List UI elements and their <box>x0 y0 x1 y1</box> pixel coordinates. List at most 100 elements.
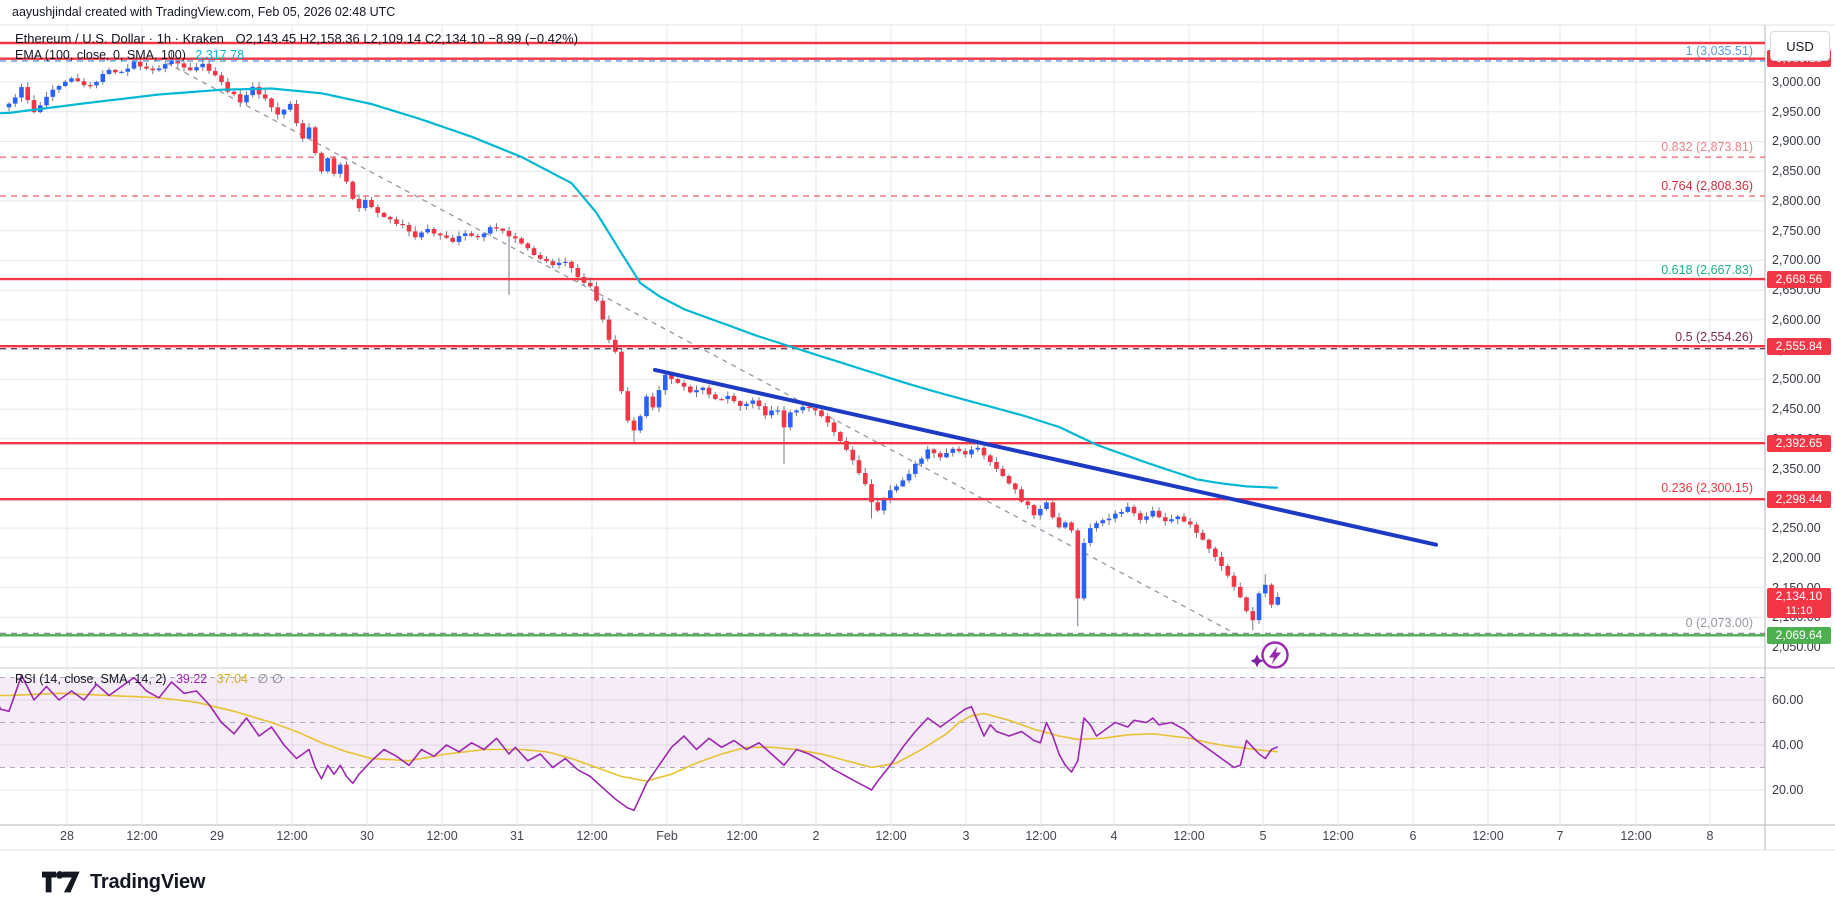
candle-body <box>1069 522 1074 531</box>
fib-label-3035.51: 1 (3,035.51) <box>1685 44 1753 58</box>
candle-body <box>944 453 949 458</box>
price-badge-value: 2,069.64 <box>1775 628 1823 642</box>
tradingview-logo[interactable]: TradingView <box>42 870 205 894</box>
time-tick-8: 8 <box>1706 829 1714 843</box>
rsi-tick-40: 40.00 <box>1772 738 1804 752</box>
candle-body <box>738 401 743 406</box>
fib-label-2554.26: 0.5 (2,554.26) <box>1675 330 1753 344</box>
ema-legend-label: EMA (100, close, 0, SMA, 100) <box>15 48 186 62</box>
price-tick-2450: 2,450.00 <box>1772 402 1821 416</box>
candle-body <box>88 85 93 87</box>
time-tick-30: 30 <box>360 829 374 843</box>
candle-body <box>556 262 562 265</box>
candle-body <box>1156 510 1162 518</box>
candle-body <box>569 261 574 268</box>
candle-body <box>237 94 243 103</box>
candle-body <box>106 69 112 74</box>
candle-body <box>75 78 81 82</box>
candle-body <box>669 374 674 379</box>
price-tick-2700: 2,700.00 <box>1772 253 1821 267</box>
candle-body <box>419 232 424 238</box>
candle-body <box>731 395 737 402</box>
rsi-line[interactable] <box>0 674 1279 812</box>
candle-body <box>412 231 418 238</box>
candle-body <box>1019 489 1024 502</box>
candle-body <box>462 233 468 236</box>
candle-body <box>1081 543 1087 599</box>
candle-body <box>44 96 49 106</box>
candle-body <box>344 164 349 182</box>
candle-body <box>69 78 74 82</box>
candle-body <box>181 63 187 68</box>
candle-body <box>337 164 343 174</box>
candle-body <box>681 382 687 387</box>
rsi-ma-line[interactable] <box>0 692 1278 782</box>
candle-body <box>362 199 368 209</box>
trendline-blue[interactable] <box>653 367 1438 547</box>
time-tick-12:00: 12:00 <box>126 829 158 843</box>
time-tick-5: 5 <box>1259 829 1267 843</box>
candle-body <box>706 387 712 395</box>
price-tick-2750: 2,750.00 <box>1772 224 1821 238</box>
candle-body <box>894 486 899 491</box>
candle-body <box>863 473 868 485</box>
candle-body <box>119 71 124 73</box>
candle-body <box>750 400 756 404</box>
candle-body <box>744 403 749 406</box>
time-tick-12:00: 12:00 <box>1620 829 1652 843</box>
time-tick-12:00: 12:00 <box>1472 829 1504 843</box>
symbol-title-row: Ethereum / U.S. Dollar · 1h · Kraken O2,… <box>15 31 578 46</box>
time-tick-Feb: Feb <box>656 829 678 843</box>
candle-body <box>531 248 537 255</box>
candle-body <box>256 86 262 95</box>
ohlc-values: O2,143.45 H2,158.36 L2,109.14 C2,134.10 … <box>235 31 579 46</box>
time-tick-12:00: 12:00 <box>726 829 758 843</box>
candle-body <box>844 441 849 450</box>
candle-body <box>1056 517 1062 528</box>
tradingview-logo-text: TradingView <box>90 870 206 893</box>
ema-line[interactable] <box>0 87 1278 489</box>
tradingview-logo-icon <box>42 871 80 893</box>
candle-body <box>1025 501 1031 506</box>
candle-body <box>1106 518 1112 521</box>
candle-body <box>994 462 999 469</box>
candle-body <box>162 64 168 69</box>
candle-body <box>156 68 162 71</box>
candle-body <box>100 73 106 82</box>
candle-body <box>350 181 355 199</box>
candle-body <box>1138 513 1143 520</box>
rsi-legend-label: RSI (14, close, SMA, 14, 2) <box>15 672 167 686</box>
candle-countdown: 11:10 <box>1785 605 1813 617</box>
price-badge-value: 2,668.56 <box>1775 272 1823 286</box>
candle-body <box>631 420 637 431</box>
candle-body <box>319 153 324 172</box>
price-tick-2200: 2,200.00 <box>1772 551 1821 565</box>
candle-body <box>425 229 430 233</box>
candle-body <box>1238 586 1243 598</box>
candle-body <box>275 107 280 115</box>
time-tick-12:00: 12:00 <box>875 829 907 843</box>
price-badge-2,298.44: 2,298.44 <box>1767 491 1831 508</box>
candle-body <box>513 236 518 239</box>
candle-body <box>594 286 599 301</box>
lightning-marker-icon[interactable] <box>1250 641 1289 669</box>
candle-body <box>919 458 924 464</box>
candle-body <box>94 81 99 86</box>
candle-body <box>1150 510 1156 517</box>
ema-legend-value: 2,317.78 <box>195 48 245 62</box>
candle-body <box>644 396 649 417</box>
candle-body <box>1031 505 1037 516</box>
time-tick-12:00: 12:00 <box>276 829 308 843</box>
candle-body <box>475 235 480 238</box>
fib-label-2873.81: 0.832 (2,873.81) <box>1661 140 1753 154</box>
candle-body <box>225 81 230 92</box>
candle-body <box>150 68 155 71</box>
currency-toggle-button[interactable]: USD <box>1770 31 1830 61</box>
price-badge-2,134.10: 2,134.10 11:10 <box>1767 588 1831 618</box>
candle-body <box>450 237 455 242</box>
candle-body <box>244 95 249 103</box>
candle-body <box>269 98 274 108</box>
candle-body <box>650 396 656 408</box>
